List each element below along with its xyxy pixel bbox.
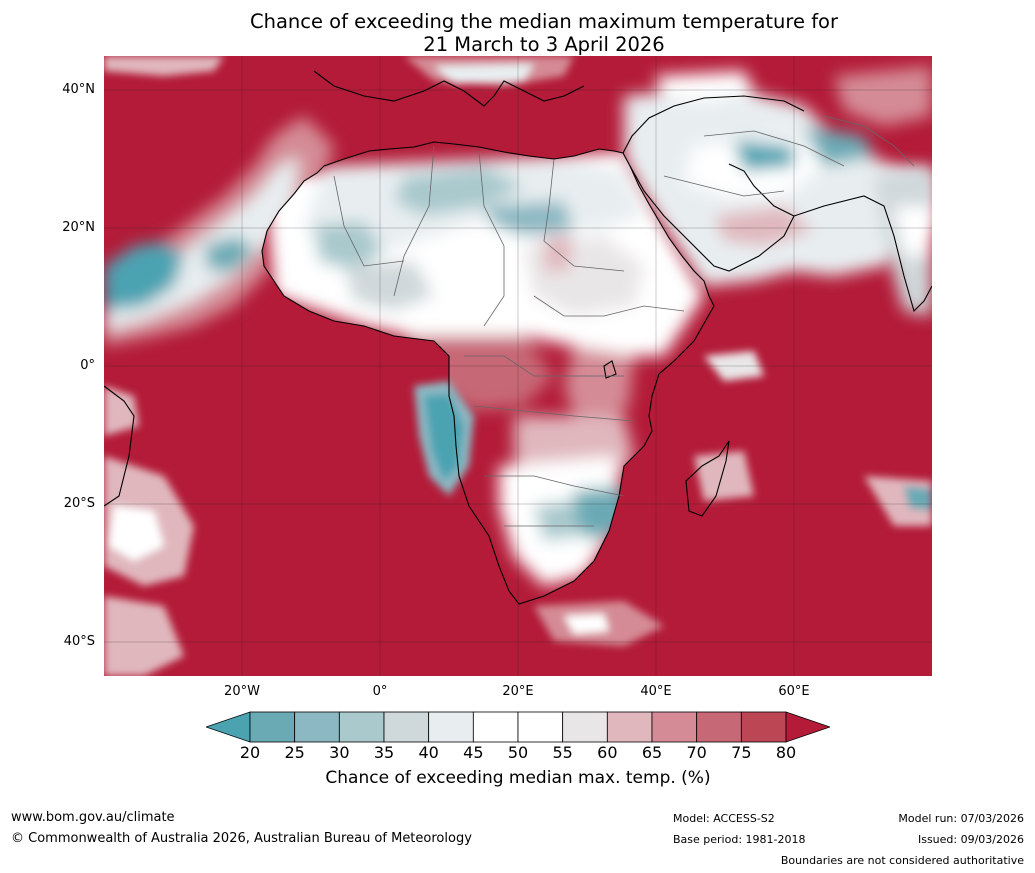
southern-ocean-patches [104, 351, 932, 676]
probability-map [104, 56, 932, 676]
colorbar-cell [294, 711, 340, 743]
lat-label-0: 0° [80, 358, 95, 373]
footer-copyright: © Commonwealth of Australia 2026, Austra… [11, 831, 472, 846]
colorbar-cell [696, 711, 742, 743]
colorbar-tick-label: 45 [463, 743, 484, 762]
colorbar-under-triangle [206, 711, 251, 743]
middle-east-region [624, 66, 932, 286]
colorbar-cell [606, 711, 653, 743]
coastlines [104, 70, 932, 605]
title-line-2: 21 March to 3 April 2026 [423, 33, 665, 56]
colorbar-cells [249, 711, 787, 743]
lon-label-20e: 20°E [502, 684, 534, 699]
lat-label-20n: 20°N [62, 220, 95, 235]
colorbar-tick-label: 30 [329, 743, 350, 762]
map-title: Chance of exceeding the median maximum t… [100, 10, 988, 56]
lat-label-40n: 40°N [62, 82, 95, 97]
footer-base-period: Base period: 1981-2018 [673, 833, 806, 846]
colorbar-cell [651, 711, 698, 743]
graticule [104, 56, 932, 676]
colorbar-cell [472, 711, 519, 743]
footer-model-run: Model run: 07/03/2026 [898, 812, 1024, 825]
colorbar-cell [249, 711, 296, 743]
colorbar-tick-label: 55 [552, 743, 573, 762]
colorbar-cell [428, 711, 474, 743]
lon-label-60e: 60°E [778, 684, 810, 699]
lon-label-20w: 20°W [224, 684, 260, 699]
north-atlantic-band [104, 116, 334, 346]
footer-model: Model: ACCESS-S2 [673, 812, 775, 825]
colorbar-cell [740, 711, 787, 743]
colorbar-tick-label: 25 [284, 743, 305, 762]
footer-issued: Issued: 09/03/2026 [917, 833, 1024, 846]
colorbar-tick-label: 35 [373, 743, 395, 762]
colorbar-tick-label: 40 [418, 743, 439, 762]
colorbar-tick-label: 20 [239, 743, 261, 762]
lat-label-20s: 20°S [63, 496, 95, 511]
colorbar-tick-label: 60 [597, 743, 618, 762]
lon-label-40e: 40°E [640, 684, 672, 699]
colorbar [206, 711, 830, 743]
colorbar-cell [562, 711, 608, 743]
colorbar-cell [383, 711, 430, 743]
colorbar-tick-label: 70 [686, 743, 707, 762]
footer-website: www.bom.gov.au/climate [11, 810, 175, 825]
country-borders [333, 115, 915, 527]
title-line-1: Chance of exceeding the median maximum t… [249, 10, 839, 33]
colorbar-tick-label: 80 [775, 743, 797, 762]
north-edge-patches [104, 56, 574, 86]
colorbar-tick-label: 65 [641, 743, 663, 762]
colorbar-label: Chance of exceeding median max. temp. (%… [325, 768, 711, 788]
colorbar-cell [338, 711, 385, 743]
india-region [874, 166, 932, 316]
colorbar-cell [517, 711, 564, 743]
colorbar-tick-label: 75 [731, 743, 752, 762]
lat-label-40s: 40°S [63, 634, 95, 649]
colorbar-over-triangle [785, 711, 830, 743]
lon-label-0: 0° [372, 684, 388, 699]
colorbar-tick-label: 50 [507, 743, 529, 762]
footer-disclaimer: Boundaries are not considered authoritat… [780, 854, 1024, 867]
map-canvas [104, 56, 932, 676]
